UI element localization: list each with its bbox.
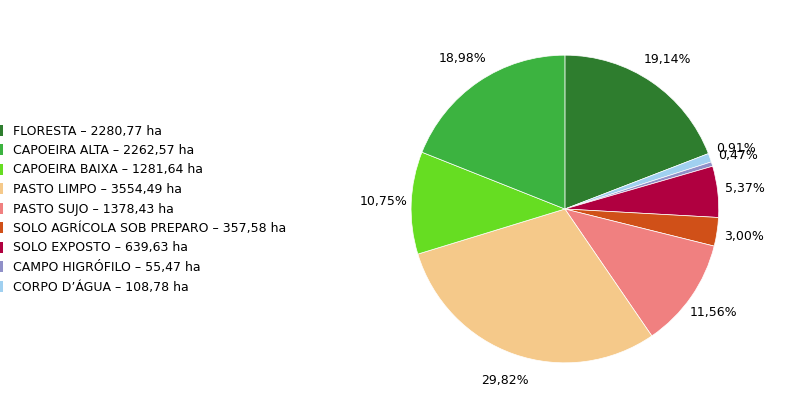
Text: 0,47%: 0,47% [718, 150, 759, 163]
Wedge shape [565, 153, 711, 209]
Text: 18,98%: 18,98% [439, 52, 487, 65]
Wedge shape [565, 55, 709, 209]
Wedge shape [565, 162, 713, 209]
Text: 10,75%: 10,75% [360, 195, 408, 208]
Text: 5,37%: 5,37% [725, 182, 765, 195]
Wedge shape [565, 209, 714, 336]
Wedge shape [422, 55, 565, 209]
Text: 29,82%: 29,82% [481, 374, 529, 387]
Wedge shape [411, 152, 565, 254]
Wedge shape [418, 209, 652, 363]
Text: 3,00%: 3,00% [725, 229, 764, 242]
Text: 11,56%: 11,56% [690, 306, 738, 319]
Text: 0,91%: 0,91% [716, 142, 756, 155]
Wedge shape [565, 209, 718, 246]
Wedge shape [565, 166, 719, 217]
Legend: FLORESTA – 2280,77 ha, CAPOEIRA ALTA – 2262,57 ha, CAPOEIRA BAIXA – 1281,64 ha, : FLORESTA – 2280,77 ha, CAPOEIRA ALTA – 2… [0, 121, 290, 297]
Text: 19,14%: 19,14% [644, 53, 692, 66]
